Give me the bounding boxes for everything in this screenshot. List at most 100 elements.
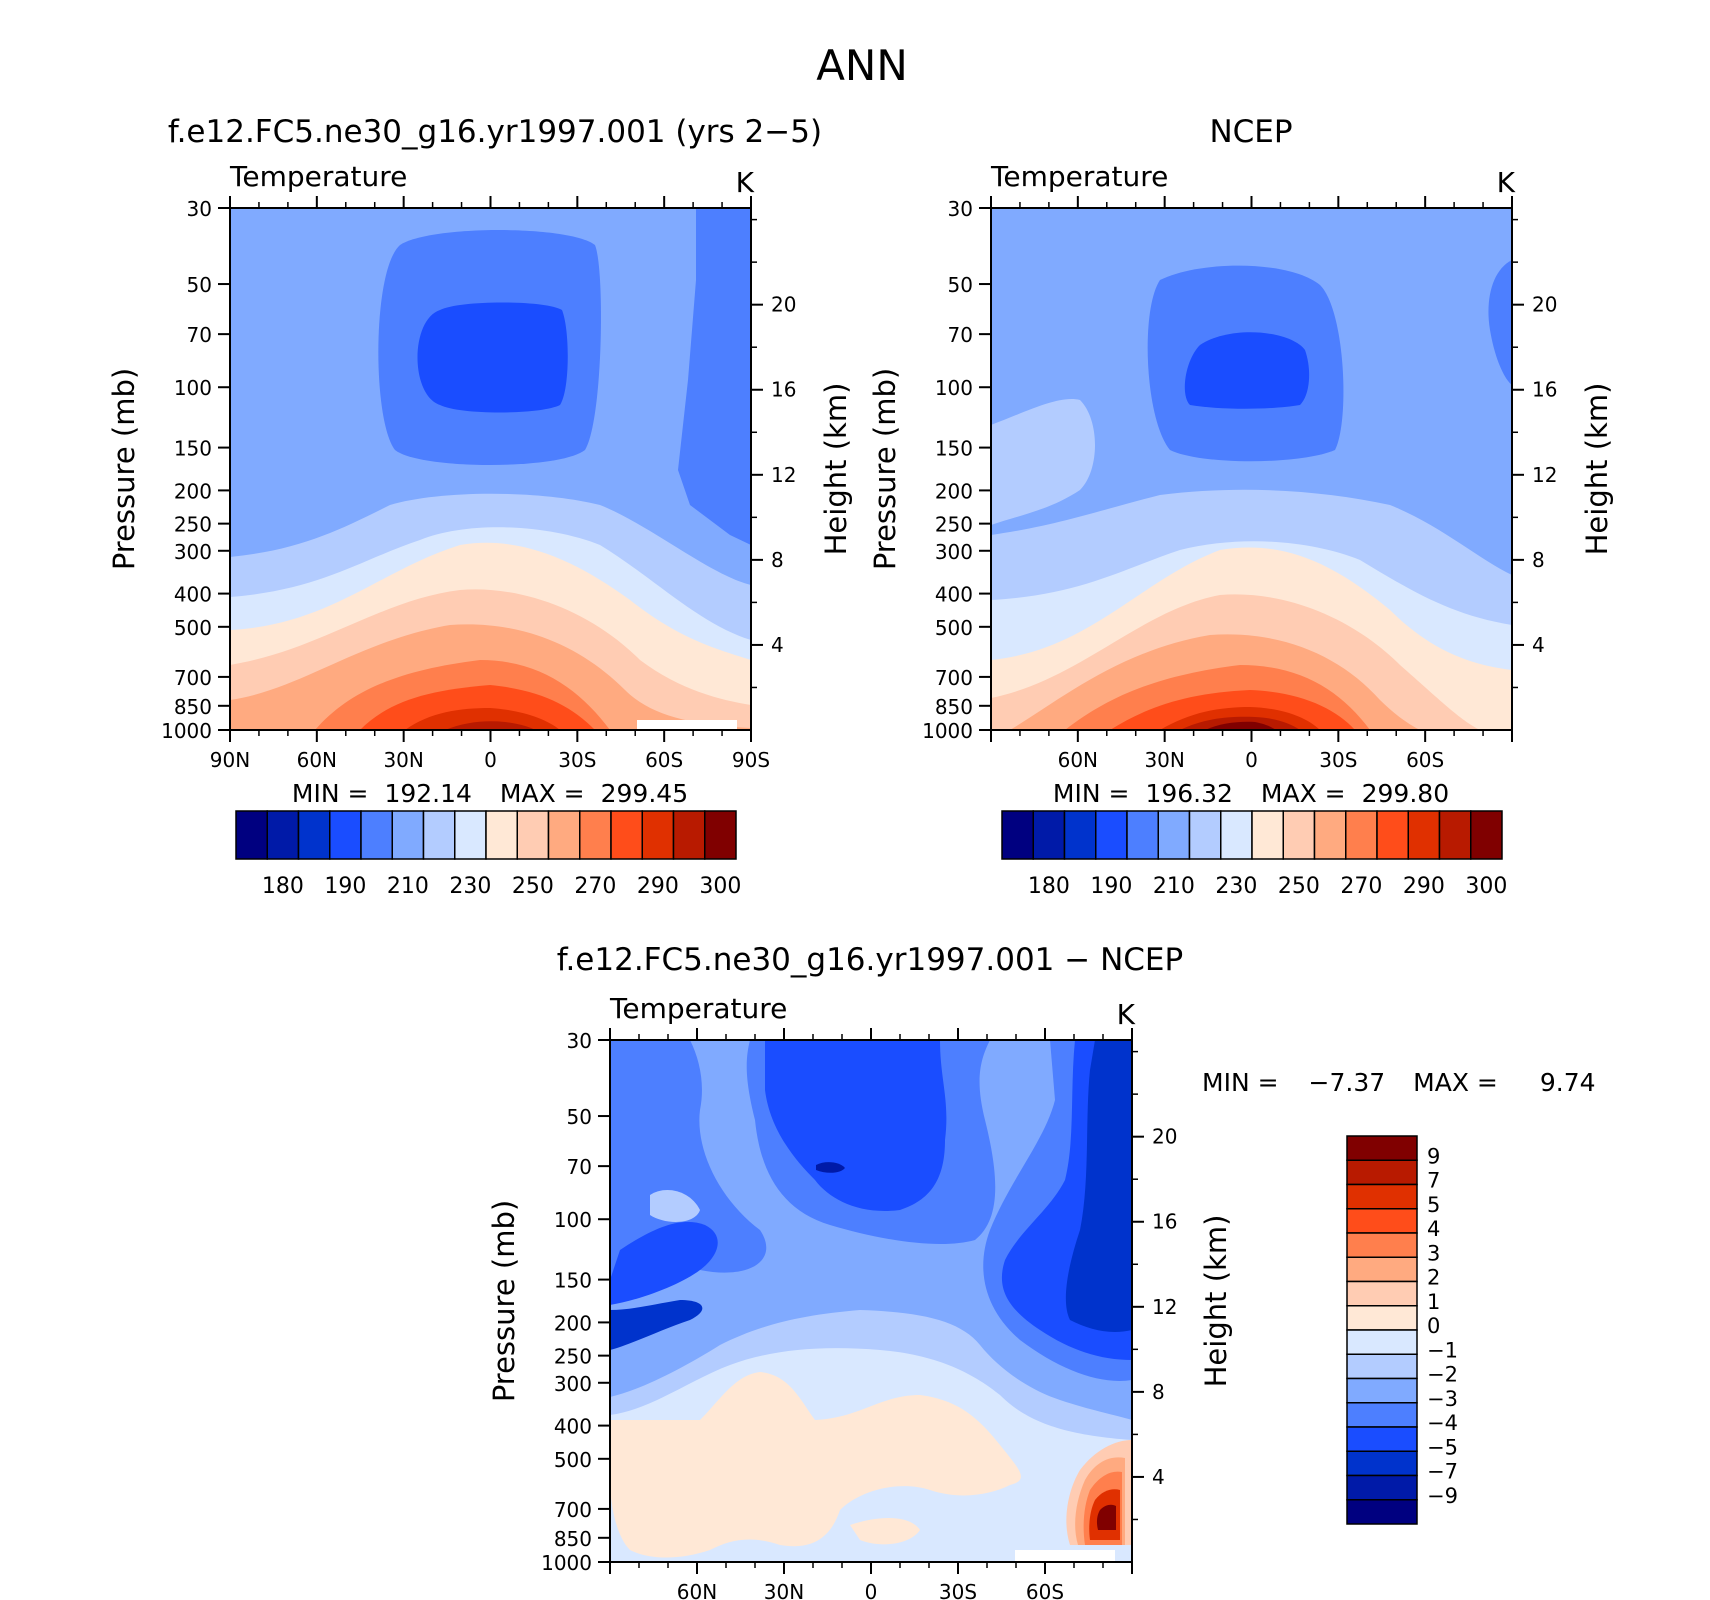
min-label: MIN =	[1202, 1068, 1279, 1097]
colorbar-swatch	[1095, 810, 1128, 860]
y2-tick-label: 4	[771, 633, 784, 657]
contour-band-minus5-right	[1065, 1040, 1132, 1332]
colorbar-swatch	[1346, 1329, 1418, 1355]
variable-label: Temperature	[990, 160, 1168, 193]
colorbar-swatch	[1346, 1426, 1418, 1452]
min-value: −7.37	[1309, 1068, 1386, 1097]
colorbar-swatch	[485, 810, 518, 860]
colorbar-swatch	[1346, 1256, 1418, 1283]
y-tick-label: 700	[174, 666, 212, 690]
colorbar-swatch	[1313, 810, 1347, 860]
colorbar-swatch	[1438, 810, 1472, 860]
colorbar-swatch	[1220, 810, 1253, 860]
colorbar-swatch	[1346, 1135, 1418, 1161]
colorbar-swatch	[1346, 1159, 1418, 1186]
colorbar-label: 210	[1153, 874, 1195, 899]
y2-tick-label: 8	[1532, 548, 1545, 572]
colorbar-label: 210	[387, 874, 429, 899]
colorbar-swatch	[1157, 810, 1191, 860]
colorbar-swatch	[360, 810, 393, 860]
y2-tick-label: 4	[1152, 1465, 1165, 1489]
max-value: 299.80	[1362, 779, 1449, 808]
y-tick-label: 250	[174, 513, 212, 537]
colorbar-label: 250	[512, 874, 554, 899]
colorbar: 180 190 210 230 250 270 290 300	[235, 810, 741, 899]
contour-band-minus5-left	[610, 1221, 718, 1305]
colorbar-swatch	[1346, 1183, 1418, 1210]
y-tick-label: 250	[935, 513, 973, 537]
contour-band-zero-plus-low	[850, 1518, 920, 1545]
contour-band-minus3-left	[610, 1040, 767, 1280]
y-axis-label: Pressure (mb)	[487, 1200, 521, 1402]
y-tick-label: 70	[948, 323, 973, 347]
y-tick-label: 1000	[161, 719, 212, 743]
colorbar-label: 0	[1427, 1314, 1440, 1338]
y-tick-label: 850	[935, 695, 973, 719]
x-tick-label: 60S	[1406, 748, 1444, 772]
colorbar-swatch	[1126, 810, 1159, 860]
colorbar-label: −4	[1427, 1411, 1458, 1435]
colorbar-swatch	[1346, 1353, 1418, 1380]
contour-band-minus7-left	[610, 1300, 703, 1350]
contour-band-minus2-patch	[650, 1190, 700, 1222]
colorbar-swatch	[422, 810, 456, 860]
colorbar-swatch	[235, 810, 268, 860]
contour-layer-e03000	[405, 708, 560, 730]
y-tick-label: 250	[554, 1345, 592, 1369]
y2-tick-label: 16	[1152, 1210, 1177, 1234]
y-tick-label: 400	[554, 1415, 592, 1439]
units-label: K	[1117, 998, 1136, 1031]
colorbar-label: 9	[1427, 1144, 1440, 1168]
y2-axis-label: Height (km)	[1199, 1215, 1233, 1388]
x-tick-label: 60N	[297, 748, 337, 772]
y2-tick-label: 20	[1532, 293, 1557, 317]
y-tick-label: 1000	[541, 1551, 592, 1575]
colorbar-label: −9	[1427, 1484, 1458, 1508]
contour-band-minus4-center	[765, 1040, 947, 1211]
min-label: MIN =	[1053, 779, 1130, 808]
y2-tick-label: 8	[771, 548, 784, 572]
contour-band-zero-plus	[610, 1372, 1021, 1558]
x-tick-label: 30N	[764, 1580, 804, 1600]
contour-sh-stratosphere-cold	[678, 208, 751, 545]
contour-missing	[1015, 1550, 1115, 1562]
colorbar-label: −5	[1427, 1435, 1458, 1459]
colorbar-swatch	[1188, 810, 1222, 860]
panel-title: f.e12.FC5.ne30_g16.yr1997.001 (yrs 2−5)	[168, 114, 822, 150]
y2-tick-label: 16	[771, 378, 796, 402]
colorbar-swatch	[1346, 1305, 1418, 1331]
x-tick-label: 90N	[210, 748, 250, 772]
y2-tick-label: 16	[1532, 378, 1557, 402]
colorbar-label: −1	[1427, 1338, 1458, 1362]
units-label: K	[736, 166, 755, 199]
x-tick-label: 30S	[558, 748, 596, 772]
colorbar-swatch	[610, 810, 643, 860]
y2-tick-label: 4	[1532, 633, 1545, 657]
x-tick-label: 60N	[677, 1580, 717, 1600]
contour-field	[610, 1040, 1132, 1562]
y2-tick-label: 12	[1532, 463, 1557, 487]
max-value: 9.74	[1540, 1068, 1596, 1097]
contour-tropopause-core	[1184, 332, 1310, 409]
colorbar-swatch	[1346, 1499, 1418, 1525]
colorbar-swatch	[516, 810, 550, 860]
y2-axis-label: Height (km)	[1580, 383, 1614, 556]
x-tick-label: 60N	[1058, 748, 1098, 772]
colorbar-label: 180	[262, 874, 304, 899]
panel-model: f.e12.FC5.ne30_g16.yr1997.001 (yrs 2−5) …	[107, 114, 853, 899]
colorbar-swatch	[579, 810, 612, 860]
colorbar-swatch	[1282, 810, 1316, 860]
y2-tick-label: 20	[1152, 1125, 1177, 1149]
y-tick-label: 30	[187, 197, 212, 221]
panel-ncep: NCEP Temperature K 305070100150200250300…	[868, 114, 1614, 899]
y-tick-label: 200	[554, 1311, 592, 1335]
x-tick-label: 0	[865, 1580, 878, 1600]
colorbar-label: 180	[1028, 874, 1070, 899]
max-label: MAX =	[1261, 779, 1346, 808]
x-tick-label: 0	[484, 748, 497, 772]
colorbar-label: 190	[324, 874, 366, 899]
colorbar-swatch	[704, 810, 737, 860]
